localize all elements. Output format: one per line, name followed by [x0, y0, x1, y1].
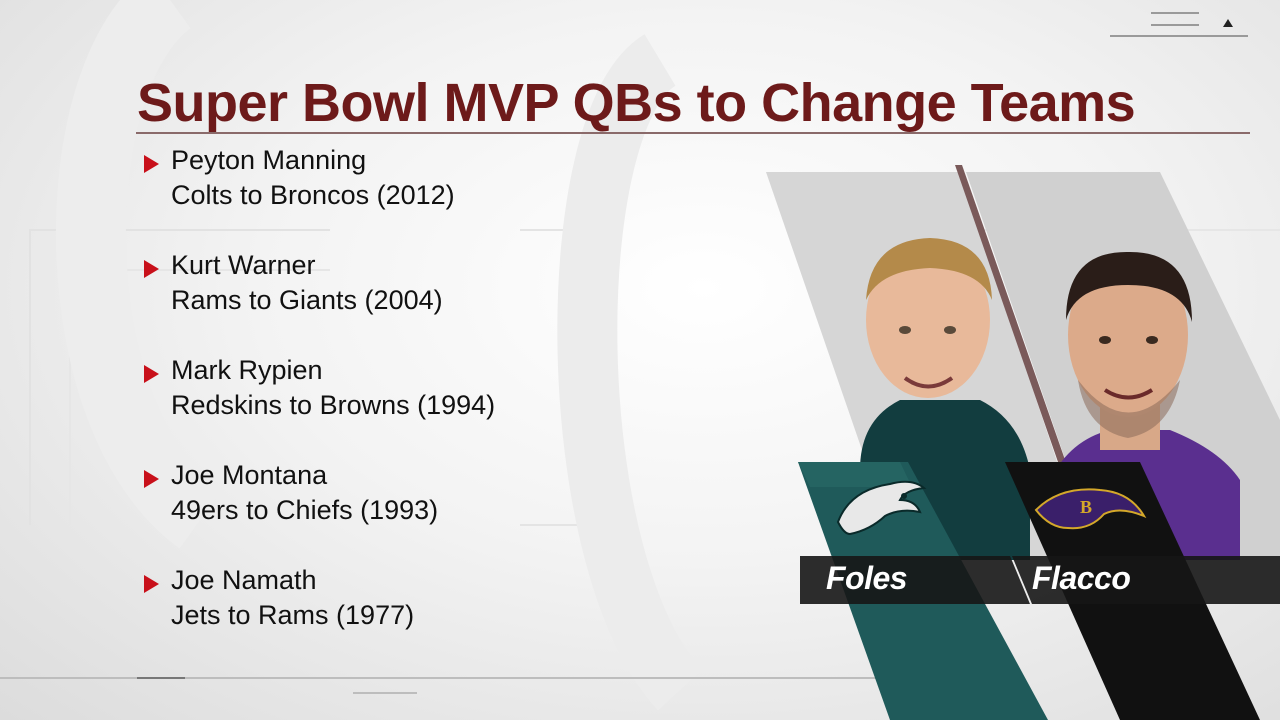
player-label-flacco: Flacco: [1032, 560, 1131, 596]
team-change: Rams to Giants (2004): [171, 285, 443, 315]
corner-rule-long: [1110, 35, 1248, 37]
list-item: Mark Rypien Redskins to Browns (1994): [144, 355, 624, 445]
list-item: Joe Montana 49ers to Chiefs (1993): [144, 460, 624, 550]
title-underline: [136, 132, 1250, 134]
list-item: Joe Namath Jets to Rams (1977): [144, 565, 624, 655]
featured-players-panel: B: [766, 165, 1280, 720]
player-name: Joe Namath: [171, 565, 317, 595]
eagles-logo-icon: [836, 480, 927, 536]
page-title: Super Bowl MVP QBs to Change Teams: [137, 73, 1136, 133]
bullet-triangle-icon: [144, 260, 159, 278]
team-change: 49ers to Chiefs (1993): [171, 495, 439, 525]
team-change: Colts to Broncos (2012): [171, 180, 455, 210]
corner-rule-short-2: [1151, 24, 1199, 26]
team-change: Redskins to Browns (1994): [171, 390, 496, 420]
player-name: Kurt Warner: [171, 250, 316, 280]
bullet-triangle-icon: [144, 470, 159, 488]
list-item: Kurt Warner Rams to Giants (2004): [144, 250, 624, 340]
bottom-rule-accent: [137, 677, 185, 679]
bullet-triangle-icon: [144, 575, 159, 593]
player-name: Mark Rypien: [171, 355, 323, 385]
player-name: Joe Montana: [171, 460, 328, 490]
list-item: Peyton Manning Colts to Broncos (2012): [144, 145, 624, 235]
player-name: Peyton Manning: [171, 145, 367, 175]
svg-text:B: B: [1080, 497, 1092, 517]
bottom-rule-short: [353, 692, 417, 694]
bullet-triangle-icon: [144, 365, 159, 383]
team-change: Jets to Rams (1977): [171, 600, 415, 630]
corner-rule-short-1: [1151, 12, 1199, 14]
bottom-rule: [0, 677, 880, 679]
ravens-logo-icon: B: [1034, 488, 1147, 530]
up-triangle-icon: [1223, 19, 1233, 27]
player-label-foles: Foles: [826, 560, 908, 596]
bullet-triangle-icon: [144, 155, 159, 173]
